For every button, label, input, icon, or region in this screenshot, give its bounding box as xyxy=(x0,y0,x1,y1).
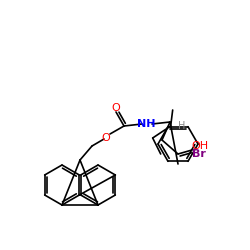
Text: O: O xyxy=(112,103,120,113)
Text: H: H xyxy=(178,121,186,131)
Text: Br: Br xyxy=(192,149,206,159)
Text: OH: OH xyxy=(192,141,208,151)
Text: O: O xyxy=(102,133,110,143)
Text: NH: NH xyxy=(137,119,155,129)
